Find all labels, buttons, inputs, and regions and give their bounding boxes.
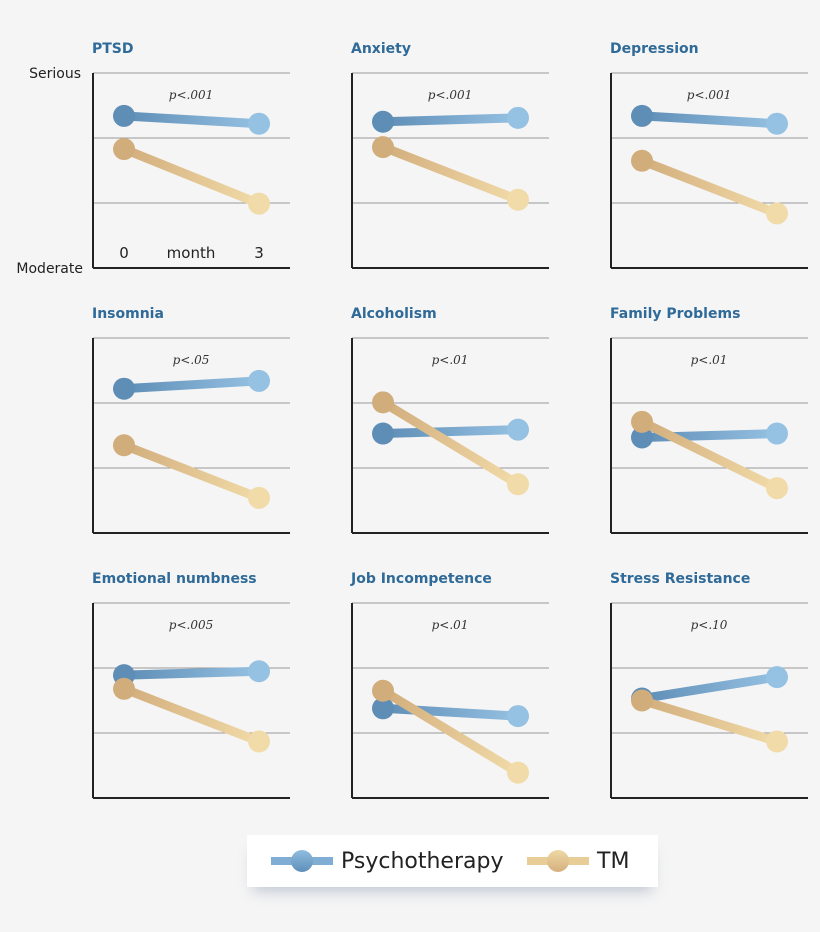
p-value-label: p<.10 xyxy=(691,618,728,632)
data-point-tm xyxy=(113,677,135,700)
panel-title: PTSD xyxy=(92,41,134,57)
data-point-tm xyxy=(248,192,270,215)
x-axis-label: month xyxy=(167,244,216,262)
data-point-tm xyxy=(766,730,788,753)
data-point-tm xyxy=(372,679,394,702)
panel-title: Alcoholism xyxy=(351,306,437,322)
panel-title: Anxiety xyxy=(351,41,411,57)
data-point-tm xyxy=(766,477,788,500)
legend-item-tm: TM xyxy=(527,835,629,887)
series-line-psychotherapy xyxy=(382,113,519,127)
legend-label-tm: TM xyxy=(597,848,630,874)
legend-label-psychotherapy: Psychotherapy xyxy=(341,848,504,874)
series-line-tm xyxy=(122,144,261,208)
x-tick-label: 3 xyxy=(254,244,264,262)
data-point-tm xyxy=(766,202,788,225)
series-line-tm xyxy=(640,417,779,493)
series-line-tm xyxy=(640,696,779,746)
data-point-tm xyxy=(507,188,529,211)
data-point-tm xyxy=(113,434,135,457)
data-point-psychotherapy xyxy=(372,110,394,133)
series-line-tm xyxy=(122,441,261,503)
data-point-tm xyxy=(631,410,653,433)
data-point-psychotherapy xyxy=(372,422,394,445)
data-point-tm xyxy=(631,149,653,172)
data-point-psychotherapy xyxy=(248,112,270,135)
series-line-psychotherapy xyxy=(641,672,778,703)
panel-title: Family Problems xyxy=(610,306,740,322)
p-value-label: p<.01 xyxy=(432,618,469,632)
data-point-psychotherapy xyxy=(631,426,653,449)
data-point-psychotherapy xyxy=(113,104,135,127)
series-line-psychotherapy xyxy=(123,666,260,680)
data-point-tm xyxy=(507,761,529,784)
y-axis-top-label: Serious xyxy=(29,66,81,82)
panel-title: Stress Resistance xyxy=(610,571,750,587)
panel-title: Job Incompetence xyxy=(350,571,492,587)
data-point-tm xyxy=(507,473,529,496)
series-line-psychotherapy xyxy=(382,425,519,439)
data-point-tm xyxy=(248,486,270,509)
data-point-psychotherapy xyxy=(766,422,788,445)
series-line-psychotherapy xyxy=(641,111,778,129)
data-point-psychotherapy xyxy=(507,106,529,129)
p-value-label: p<.001 xyxy=(169,88,213,102)
data-point-psychotherapy xyxy=(507,418,529,441)
x-tick-label: 0 xyxy=(119,244,129,262)
y-axis-bottom-label: Moderate xyxy=(16,261,83,277)
series-line-tm xyxy=(640,156,779,218)
p-value-label: p<.005 xyxy=(169,618,213,632)
data-point-psychotherapy xyxy=(507,705,529,728)
p-value-label: p<.01 xyxy=(691,353,728,367)
panel-title: Insomnia xyxy=(92,306,164,322)
legend: Psychotherapy TM xyxy=(247,835,658,887)
series-line-psychotherapy xyxy=(382,703,519,721)
p-value-label: p<.001 xyxy=(428,88,472,102)
data-point-psychotherapy xyxy=(766,666,788,689)
data-point-tm xyxy=(372,391,394,414)
panel-title: Emotional numbness xyxy=(92,571,257,587)
data-point-psychotherapy xyxy=(372,697,394,720)
legend-item-psychotherapy: Psychotherapy xyxy=(271,835,503,887)
data-point-psychotherapy xyxy=(248,660,270,683)
data-point-tm xyxy=(372,136,394,159)
p-value-label: p<.001 xyxy=(687,88,731,102)
series-line-psychotherapy xyxy=(123,376,260,394)
p-value-label: p<.01 xyxy=(432,353,469,367)
series-line-tm xyxy=(122,684,261,746)
data-point-psychotherapy xyxy=(766,112,788,135)
data-point-tm xyxy=(631,689,653,712)
psychotherapy-swatch-icon xyxy=(271,850,333,872)
data-point-tm xyxy=(248,730,270,753)
tm-swatch-icon xyxy=(527,850,589,872)
data-point-psychotherapy xyxy=(113,377,135,400)
data-point-tm xyxy=(113,138,135,161)
series-line-psychotherapy xyxy=(123,111,260,129)
panel-title: Depression xyxy=(610,41,699,57)
series-line-tm xyxy=(380,398,521,489)
data-point-psychotherapy xyxy=(631,104,653,127)
data-point-psychotherapy xyxy=(248,369,270,392)
series-line-tm xyxy=(381,142,520,204)
series-line-tm xyxy=(380,686,521,777)
p-value-label: p<.05 xyxy=(173,353,210,367)
